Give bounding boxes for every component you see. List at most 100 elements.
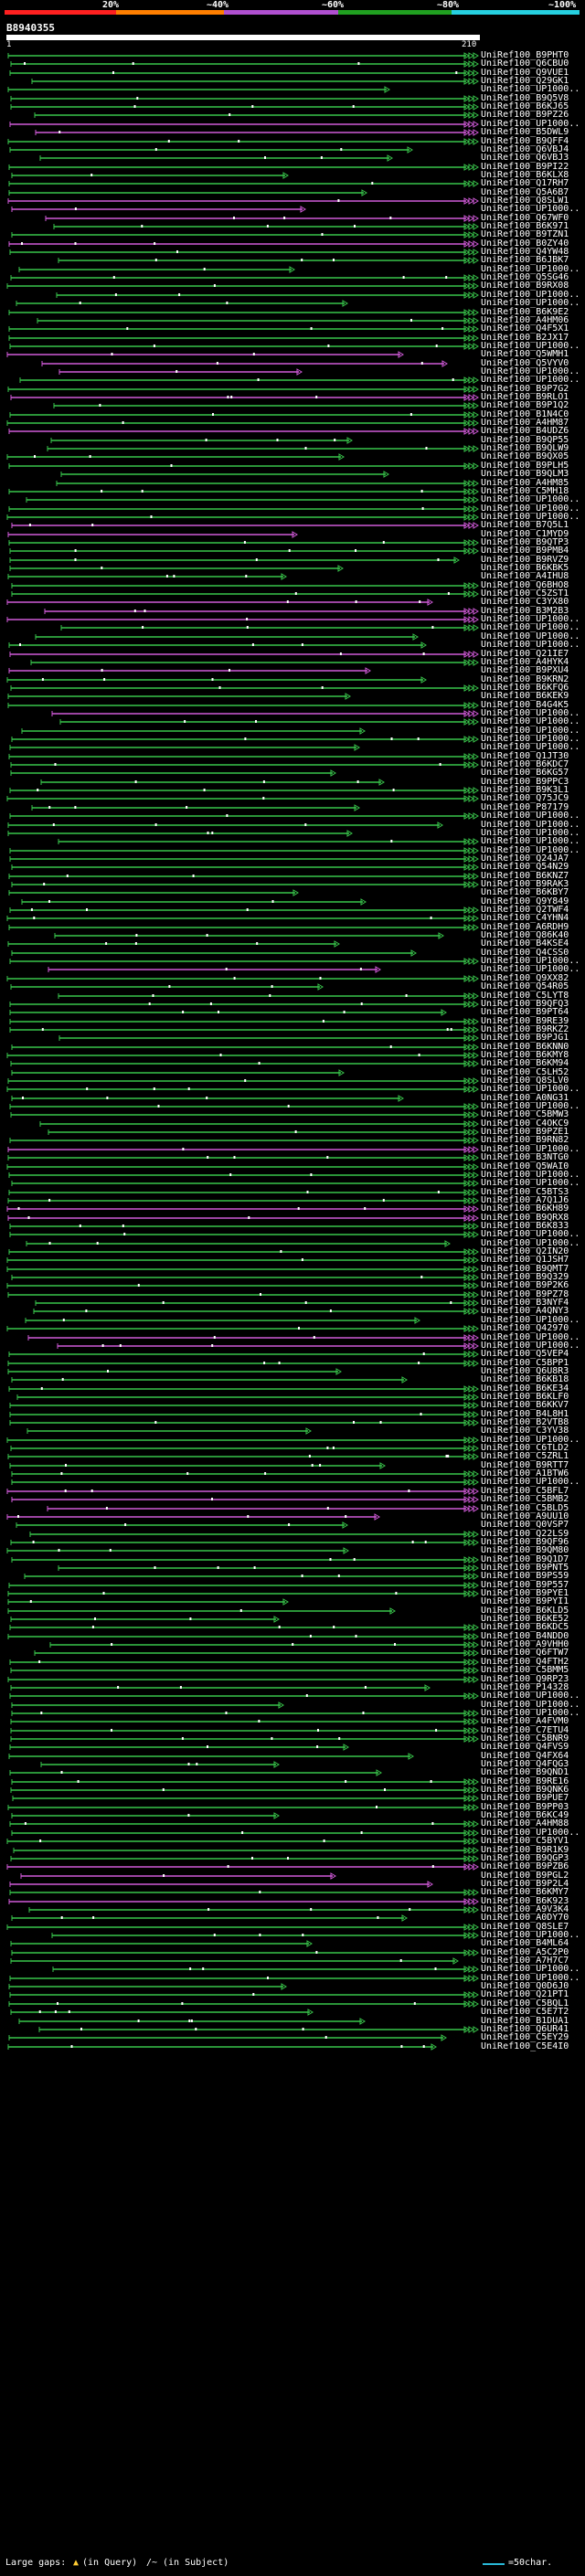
hit-label[interactable]: UniRef100_Q9Y849: [481, 896, 569, 906]
hit-label[interactable]: UniRef100_UP1000..: [481, 1973, 580, 1983]
hit-label[interactable]: UniRef100_B6KC49: [481, 1810, 569, 1820]
hit-label[interactable]: UniRef100_A4HM85: [481, 478, 569, 488]
hit-label[interactable]: UniRef100_UP1000..: [481, 631, 580, 641]
hit-label[interactable]: UniRef100_B6KLF0: [481, 1392, 569, 1402]
hit-label[interactable]: UniRef100_C5LH52: [481, 1067, 569, 1077]
hit-label[interactable]: UniRef100_UP1000..: [481, 1435, 580, 1445]
hit-label[interactable]: UniRef100_B1N4C0: [481, 409, 569, 419]
hit-label[interactable]: UniRef100_UP1000..: [481, 1315, 580, 1325]
hit-label[interactable]: UniRef100_B2VTB8: [481, 1417, 569, 1427]
hit-label[interactable]: UniRef100_A4HM88: [481, 1818, 569, 1829]
hit-label[interactable]: UniRef100_UP1000..: [481, 1964, 580, 1974]
hit-label[interactable]: UniRef100_UP1000..: [481, 828, 580, 838]
hit-label[interactable]: UniRef100_Q42970: [481, 1323, 569, 1333]
hit-label[interactable]: UniRef100_P14328: [481, 1682, 569, 1692]
hit-label[interactable]: UniRef100_UP1000..: [481, 512, 580, 522]
hit-label[interactable]: UniRef100_A4HM87: [481, 418, 569, 428]
hit-label[interactable]: UniRef100_Q21PT1: [481, 1989, 569, 1999]
hit-label[interactable]: UniRef100_C7ETU4: [481, 1725, 569, 1735]
hit-label[interactable]: UniRef100_UP1000..: [481, 494, 580, 504]
hit-label[interactable]: UniRef100_Q24JA7: [481, 853, 569, 864]
hit-label[interactable]: UniRef100_UP1000..: [481, 964, 580, 974]
hit-label[interactable]: UniRef100_UP1000..: [481, 708, 580, 718]
hit-label[interactable]: UniRef100_A4FVM0: [481, 1716, 569, 1726]
hit-label[interactable]: UniRef100_C5BQL1: [481, 1998, 569, 2009]
hit-label[interactable]: UniRef100_B9PNT5: [481, 1563, 569, 1573]
hit-label[interactable]: UniRef100_Q8SLE7: [481, 1922, 569, 1932]
hit-label[interactable]: UniRef100_Q9RP23: [481, 1674, 569, 1684]
hit-label[interactable]: UniRef100_B9PZE1: [481, 1127, 569, 1137]
hit-label[interactable]: UniRef100_B3NYF4: [481, 1298, 569, 1308]
hit-label[interactable]: UniRef100_Q4FTH2: [481, 1657, 569, 1667]
hit-label[interactable]: UniRef100_B9RLO1: [481, 392, 569, 402]
hit-label[interactable]: UniRef100_Q9XX82: [481, 973, 569, 983]
hit-label[interactable]: UniRef100_B6K9E2: [481, 307, 569, 317]
hit-label[interactable]: UniRef100_Q1JT30: [481, 751, 569, 761]
hit-label[interactable]: UniRef100_Q54N29: [481, 862, 569, 872]
hit-label[interactable]: UniRef100_UP1000..: [481, 264, 580, 274]
hit-label[interactable]: UniRef100_UP1000..: [481, 614, 580, 624]
hit-label[interactable]: UniRef100_B9PXU4: [481, 665, 569, 675]
hit-label[interactable]: UniRef100_C3YX80: [481, 597, 569, 607]
hit-label[interactable]: UniRef100_B3M2B3: [481, 606, 569, 616]
hit-label[interactable]: UniRef100_Q6BHO8: [481, 580, 569, 590]
hit-label[interactable]: UniRef100_B9PUE7: [481, 1793, 569, 1803]
hit-label[interactable]: UniRef100_B5DWL9: [481, 127, 569, 137]
hit-label[interactable]: UniRef100_UP1000..: [481, 84, 580, 94]
hit-label[interactable]: UniRef100_B9QP55: [481, 435, 569, 445]
hit-label[interactable]: UniRef100_Q5A6B7: [481, 187, 569, 197]
hit-label[interactable]: UniRef100_B6KLX8: [481, 170, 569, 180]
hit-label[interactable]: UniRef100_B9PMB4: [481, 546, 569, 556]
hit-label[interactable]: UniRef100_UP1000..: [481, 1229, 580, 1239]
hit-label[interactable]: UniRef100_B6K971: [481, 221, 569, 231]
hit-label[interactable]: UniRef100_A4IHU8: [481, 571, 569, 581]
hit-label[interactable]: UniRef100_A7Q1J6: [481, 1195, 569, 1205]
hit-label[interactable]: UniRef100_C5BLD5: [481, 1503, 569, 1513]
hit-label[interactable]: UniRef100_UP1000..: [481, 845, 580, 855]
hit-label[interactable]: UniRef100_B9QFQ3: [481, 999, 569, 1009]
hit-label[interactable]: UniRef100_B9P1Q2: [481, 400, 569, 410]
hit-label[interactable]: UniRef100_Q5WMH1: [481, 349, 569, 359]
hit-label[interactable]: UniRef100_B9PT64: [481, 1007, 569, 1017]
hit-label[interactable]: UniRef100_B9RKZ2: [481, 1024, 569, 1034]
hit-label[interactable]: UniRef100_B9PZ26: [481, 110, 569, 120]
hit-label[interactable]: UniRef100_UP1000..: [481, 119, 580, 129]
hit-label[interactable]: UniRef100_B4L8H1: [481, 1409, 569, 1419]
hit-label[interactable]: UniRef100_A5C2P0: [481, 1947, 569, 1957]
hit-label[interactable]: UniRef100_UP1000..: [481, 1477, 580, 1487]
hit-label[interactable]: UniRef100_Q4F5X1: [481, 323, 569, 334]
hit-label[interactable]: UniRef100_UP1000..: [481, 1828, 580, 1838]
hit-label[interactable]: UniRef100_B9PJG1: [481, 1033, 569, 1043]
hit-label[interactable]: UniRef100_C5BMW3: [481, 1109, 569, 1119]
hit-label[interactable]: UniRef100_B4NDD0: [481, 1631, 569, 1641]
hit-label[interactable]: UniRef100_B9QMT7: [481, 1264, 569, 1274]
hit-label[interactable]: UniRef100_B9RN82: [481, 1135, 569, 1145]
hit-label[interactable]: UniRef100_UP1000..: [481, 1238, 580, 1248]
hit-label[interactable]: UniRef100_C5BYV1: [481, 1836, 569, 1846]
hit-label[interactable]: UniRef100_A4HM06: [481, 315, 569, 325]
hit-label[interactable]: UniRef100_B9TZN1: [481, 229, 569, 239]
hit-label[interactable]: UniRef100_B6KNZ7: [481, 871, 569, 881]
hit-label[interactable]: UniRef100_B6KMY7: [481, 1887, 569, 1897]
hit-label[interactable]: UniRef100_B4KSE4: [481, 938, 569, 949]
hit-label[interactable]: UniRef100_Q4YW48: [481, 247, 569, 257]
hit-label[interactable]: UniRef100_Q6UR41: [481, 2024, 569, 2034]
hit-label[interactable]: UniRef100_C3YV38: [481, 1426, 569, 1436]
hit-label[interactable]: UniRef100_A1BTW6: [481, 1468, 569, 1479]
hit-label[interactable]: UniRef100_A9UU10: [481, 1511, 569, 1521]
hit-label[interactable]: UniRef100_B9QM80: [481, 1545, 569, 1555]
hit-label[interactable]: UniRef100_Q6VBJ3: [481, 153, 569, 163]
hit-label[interactable]: UniRef100_B6JBK7: [481, 255, 569, 265]
hit-label[interactable]: UniRef100_B9RE39: [481, 1016, 569, 1026]
hit-label[interactable]: UniRef100_B9PS59: [481, 1571, 569, 1581]
hit-label[interactable]: UniRef100_Q6CBU0: [481, 58, 569, 69]
hit-label[interactable]: UniRef100_Q2IN20: [481, 1246, 569, 1256]
hit-label[interactable]: UniRef100_UP1000..: [481, 622, 580, 632]
hit-label[interactable]: UniRef100_B6KJ65: [481, 101, 569, 111]
hit-label[interactable]: UniRef100_Q1JSH7: [481, 1255, 569, 1265]
hit-label[interactable]: UniRef100_B6KE34: [481, 1383, 569, 1394]
hit-label[interactable]: UniRef100_B9QRX8: [481, 1213, 569, 1223]
hit-label[interactable]: UniRef100_C5BTS3: [481, 1187, 569, 1197]
hit-label[interactable]: UniRef100_B9QGP3: [481, 1853, 569, 1863]
hit-label[interactable]: UniRef100_Q86K40: [481, 930, 569, 940]
